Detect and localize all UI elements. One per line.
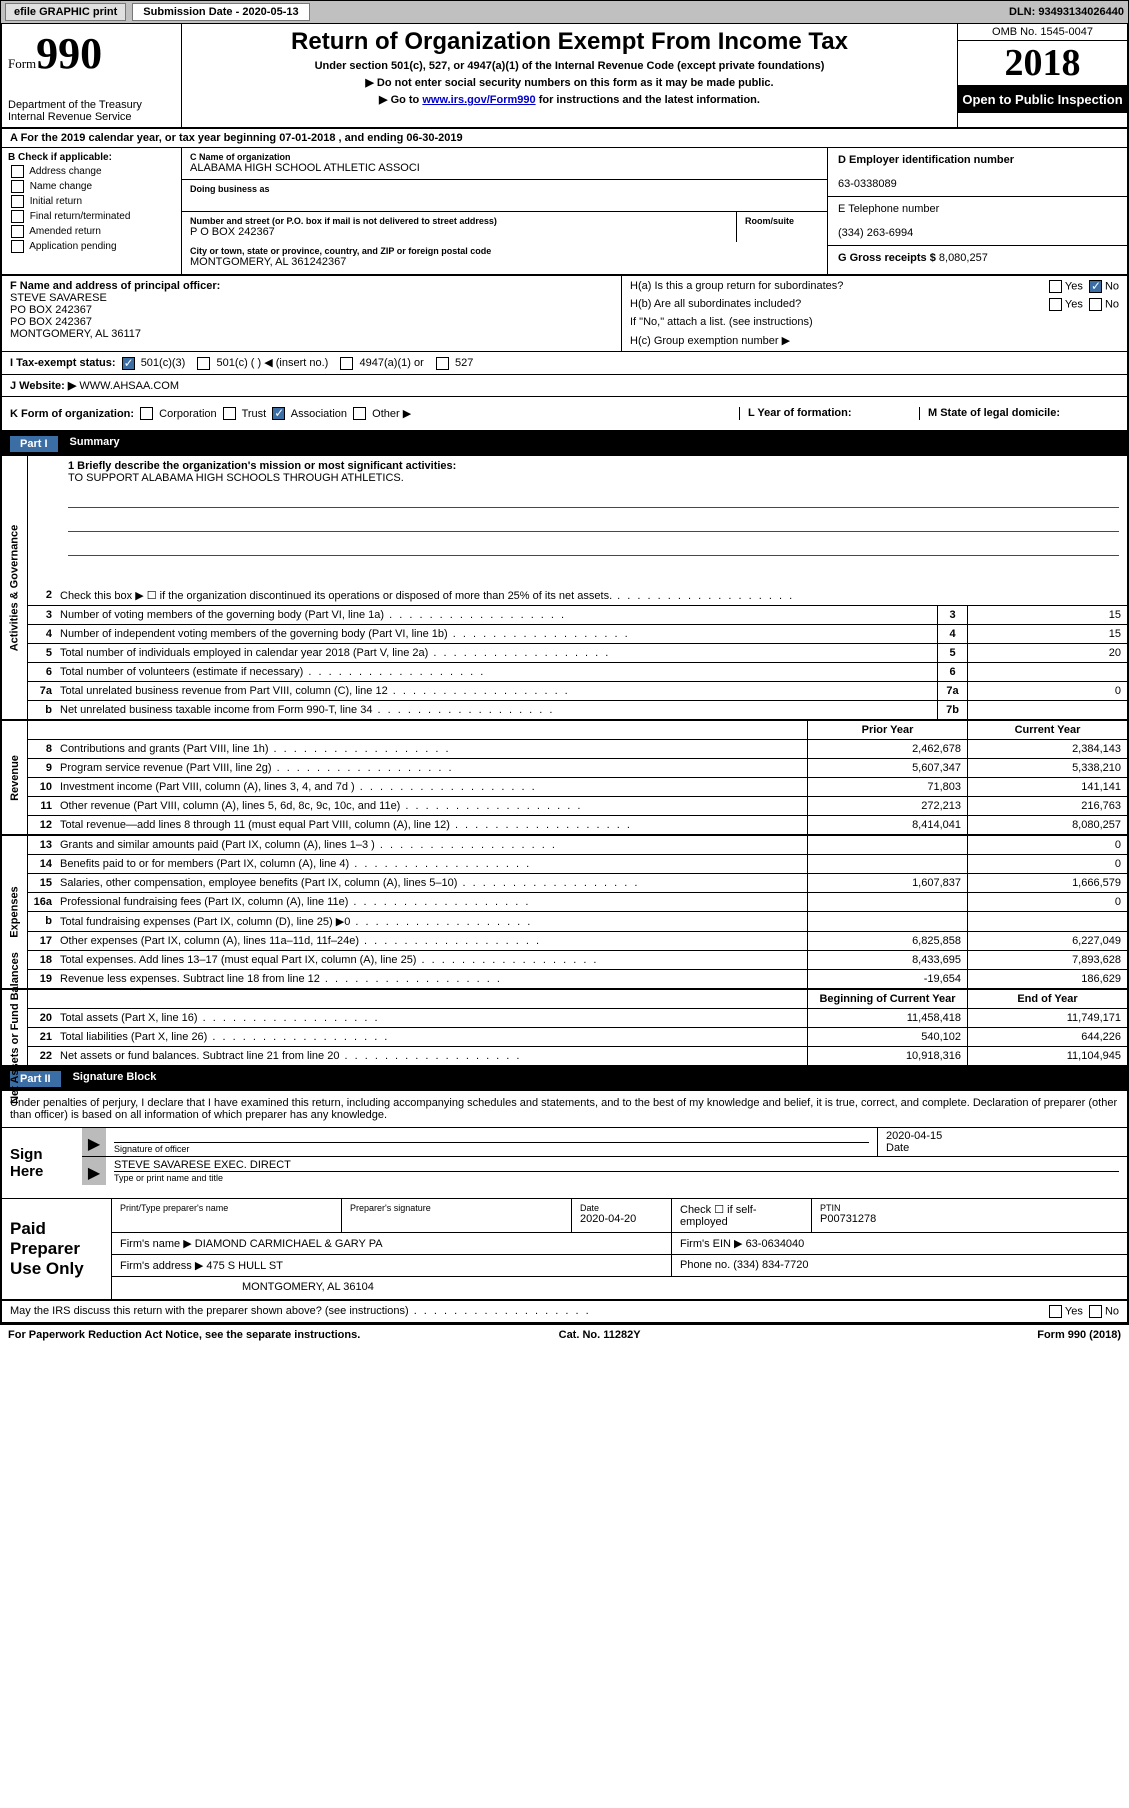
paid-preparer-block: Paid Preparer Use Only Print/Type prepar…	[2, 1199, 1127, 1301]
sign-here-block: Sign Here ▶ Signature of officer 2020-04…	[2, 1128, 1127, 1199]
fin-line-19: 19Revenue less expenses. Subtract line 1…	[28, 970, 1127, 988]
gov-line-7a: 7aTotal unrelated business revenue from …	[28, 682, 1127, 701]
website-row: J Website: ▶ WWW.AHSAA.COM	[2, 375, 1127, 397]
fin-line-9: 9Program service revenue (Part VIII, lin…	[28, 759, 1127, 778]
fin-line-11: 11Other revenue (Part VIII, column (A), …	[28, 797, 1127, 816]
fin-line-12: 12Total revenue—add lines 8 through 11 (…	[28, 816, 1127, 834]
fin-line-20: 20Total assets (Part X, line 16)11,458,4…	[28, 1009, 1127, 1028]
chk-application-pending[interactable]: Application pending	[8, 240, 175, 253]
section-b-checkboxes: B Check if applicable: Address change Na…	[2, 148, 182, 274]
form-header: Form990 Department of the Treasury Inter…	[2, 24, 1127, 129]
form-subtitle-3: Go to www.irs.gov/Form990 for instructio…	[186, 93, 953, 106]
chk-name-change[interactable]: Name change	[8, 180, 175, 193]
fin-line-16a: 16aProfessional fundraising fees (Part I…	[28, 893, 1127, 912]
website-url: WWW.AHSAA.COM	[79, 380, 179, 392]
sign-arrow-icon: ▶	[82, 1157, 106, 1185]
org-form-row: K Form of organization: Corporation Trus…	[2, 397, 1127, 433]
principal-officer: F Name and address of principal officer:…	[2, 276, 622, 351]
submission-date: 2020-05-13	[242, 6, 298, 18]
top-toolbar: efile GRAPHIC print Submission Date - 20…	[0, 0, 1129, 24]
activities-governance: Activities & Governance 1 Briefly descri…	[2, 456, 1127, 721]
officer-group-row: F Name and address of principal officer:…	[2, 276, 1127, 352]
gov-line-5: 5Total number of individuals employed in…	[28, 644, 1127, 663]
fin-line-14: 14Benefits paid to or for members (Part …	[28, 855, 1127, 874]
chk-501c3[interactable]	[122, 357, 135, 370]
omb-number: OMB No. 1545-0047	[958, 24, 1127, 41]
sign-arrow-icon: ▶	[82, 1128, 106, 1156]
fin-line-22: 22Net assets or fund balances. Subtract …	[28, 1047, 1127, 1065]
chk-amended[interactable]: Amended return	[8, 225, 175, 238]
section-c-org-info: C Name of organization ALABAMA HIGH SCHO…	[182, 148, 827, 274]
submission-label: Submission Date -	[143, 6, 242, 18]
gov-line-4: 4Number of independent voting members of…	[28, 625, 1127, 644]
telephone: (334) 263-6994	[838, 227, 913, 239]
section-d-ein: D Employer identification number 63-0338…	[827, 148, 1127, 274]
page-footer: For Paperwork Reduction Act Notice, see …	[0, 1325, 1129, 1345]
form-subtitle-1: Under section 501(c), 527, or 4947(a)(1)…	[186, 60, 953, 72]
fin-line-13: 13Grants and similar amounts paid (Part …	[28, 836, 1127, 855]
form-subtitle-2: Do not enter social security numbers on …	[186, 76, 953, 89]
org-address: P O BOX 242367	[190, 226, 728, 238]
form-title: Return of Organization Exempt From Incom…	[186, 28, 953, 56]
fin-line-18: 18Total expenses. Add lines 13–17 (must …	[28, 951, 1127, 970]
gov-line-b: bNet unrelated business taxable income f…	[28, 701, 1127, 719]
treasury-dept: Department of the Treasury Internal Reve…	[8, 99, 175, 123]
fin-line-15: 15Salaries, other compensation, employee…	[28, 874, 1127, 893]
revenue-section: Revenue Prior YearCurrent Year 8Contribu…	[2, 721, 1127, 836]
gov-line-3: 3Number of voting members of the governi…	[28, 606, 1127, 625]
fin-line-21: 21Total liabilities (Part X, line 26)540…	[28, 1028, 1127, 1047]
org-name: ALABAMA HIGH SCHOOL ATHLETIC ASSOCI	[190, 162, 819, 174]
form-990-logo: Form990	[8, 28, 175, 79]
group-return: H(a) Is this a group return for subordin…	[622, 276, 1127, 351]
gross-receipts: 8,080,257	[939, 252, 988, 264]
chk-association[interactable]	[272, 407, 285, 420]
part-1-header: Part I Summary	[2, 432, 1127, 456]
gov-line-2: 2Check this box ▶ ☐ if the organization …	[28, 586, 1127, 606]
irs-discuss-row: May the IRS discuss this return with the…	[2, 1301, 1127, 1323]
part-2-header: Part II Signature Block	[2, 1067, 1127, 1091]
expenses-section: Expenses 13Grants and similar amounts pa…	[2, 836, 1127, 990]
tax-year-range: A For the 2019 calendar year, or tax yea…	[2, 129, 1127, 148]
tax-exempt-status: I Tax-exempt status: 501(c)(3) 501(c) ( …	[2, 352, 1127, 375]
mission-statement: 1 Briefly describe the organization's mi…	[28, 456, 1127, 586]
fin-line-17: 17Other expenses (Part IX, column (A), l…	[28, 932, 1127, 951]
efile-print-button[interactable]: efile GRAPHIC print	[5, 3, 126, 21]
chk-final-return[interactable]: Final return/terminated	[8, 210, 175, 223]
open-public-badge: Open to Public Inspection	[958, 86, 1127, 113]
info-block: B Check if applicable: Address change Na…	[2, 148, 1127, 276]
gov-line-6: 6Total number of volunteers (estimate if…	[28, 663, 1127, 682]
fin-line-10: 10Investment income (Part VIII, column (…	[28, 778, 1127, 797]
form-page: Form990 Department of the Treasury Inter…	[0, 24, 1129, 1325]
tax-year: 2018	[958, 41, 1127, 86]
dln: DLN: 93493134026440	[1009, 6, 1124, 18]
perjury-statement: Under penalties of perjury, I declare th…	[2, 1091, 1127, 1128]
chk-address-change[interactable]: Address change	[8, 165, 175, 178]
net-assets-section: Net Assets or Fund Balances Beginning of…	[2, 990, 1127, 1067]
chk-initial-return[interactable]: Initial return	[8, 195, 175, 208]
fin-line-b: bTotal fundraising expenses (Part IX, co…	[28, 912, 1127, 932]
fin-line-8: 8Contributions and grants (Part VIII, li…	[28, 740, 1127, 759]
ein: 63-0338089	[838, 178, 897, 190]
org-city: MONTGOMERY, AL 361242367	[190, 256, 819, 268]
irs-link[interactable]: www.irs.gov/Form990	[422, 94, 535, 106]
submission-date-box: Submission Date - 2020-05-13	[132, 3, 309, 21]
